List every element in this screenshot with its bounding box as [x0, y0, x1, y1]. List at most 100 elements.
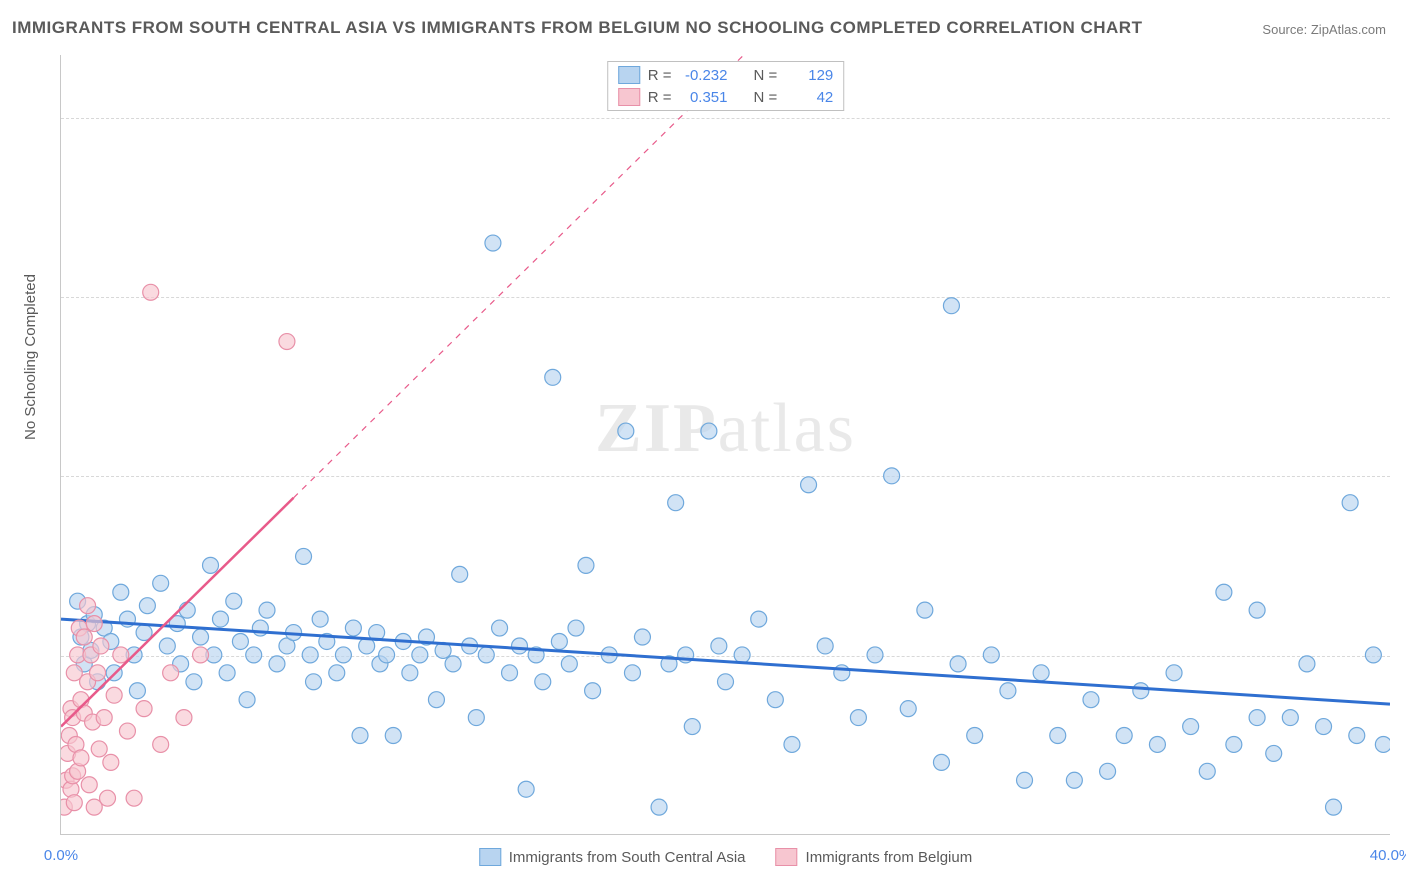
scatter-point — [312, 611, 328, 627]
scatter-point — [1282, 710, 1298, 726]
scatter-point — [186, 674, 202, 690]
scatter-point — [1050, 728, 1066, 744]
scatter-point — [618, 423, 634, 439]
scatter-point — [93, 638, 109, 654]
scatter-point — [718, 674, 734, 690]
scatter-point — [445, 656, 461, 672]
scatter-point — [1249, 602, 1265, 618]
trendline-extrapolated — [294, 55, 744, 498]
stat-n-label: N = — [754, 67, 778, 84]
scatter-point — [76, 629, 92, 645]
scatter-point — [193, 647, 209, 663]
scatter-point — [1375, 736, 1390, 752]
scatter-point — [91, 741, 107, 757]
scatter-point — [634, 629, 650, 645]
scatter-point — [684, 719, 700, 735]
legend-stat-row: R =0.351N =42 — [618, 88, 834, 106]
chart-title: IMMIGRANTS FROM SOUTH CENTRAL ASIA VS IM… — [12, 18, 1142, 38]
scatter-point — [119, 723, 135, 739]
scatter-point — [239, 692, 255, 708]
scatter-point — [1149, 736, 1165, 752]
source-value: ZipAtlas.com — [1311, 22, 1386, 37]
stat-n-value: 42 — [785, 89, 833, 106]
scatter-point — [139, 598, 155, 614]
xtick-label: 40.0% — [1370, 847, 1406, 864]
scatter-point — [113, 584, 129, 600]
scatter-point — [1183, 719, 1199, 735]
legend-swatch — [618, 66, 640, 84]
scatter-point — [100, 790, 116, 806]
scatter-point — [1365, 647, 1381, 663]
scatter-point — [492, 620, 508, 636]
scatter-point — [801, 477, 817, 493]
scatter-point — [269, 656, 285, 672]
scatter-point — [624, 665, 640, 681]
scatter-point — [226, 593, 242, 609]
scatter-point — [468, 710, 484, 726]
legend-stats-box: R =-0.232N =129R =0.351N =42 — [607, 61, 845, 111]
scatter-point — [153, 575, 169, 591]
source-label: Source: — [1262, 22, 1307, 37]
stat-r-value: 0.351 — [680, 89, 728, 106]
scatter-point — [585, 683, 601, 699]
scatter-point — [485, 235, 501, 251]
scatter-point — [219, 665, 235, 681]
scatter-point — [817, 638, 833, 654]
source-credit: Source: ZipAtlas.com — [1262, 22, 1386, 37]
scatter-point — [302, 647, 318, 663]
legend-item: Immigrants from South Central Asia — [479, 848, 746, 866]
scatter-point — [917, 602, 933, 618]
scatter-point — [143, 284, 159, 300]
scatter-point — [232, 633, 248, 649]
scatter-point — [193, 629, 209, 645]
scatter-point — [1066, 772, 1082, 788]
scatter-point — [345, 620, 361, 636]
scatter-point — [66, 795, 82, 811]
stat-n-label: N = — [754, 89, 778, 106]
scatter-point — [136, 701, 152, 717]
scatter-point — [73, 750, 89, 766]
scatter-point — [1100, 763, 1116, 779]
scatter-point — [950, 656, 966, 672]
scatter-point — [884, 468, 900, 484]
stat-n-value: 129 — [785, 67, 833, 84]
scatter-point — [428, 692, 444, 708]
scatter-point — [578, 557, 594, 573]
scatter-point — [784, 736, 800, 752]
scatter-point — [81, 777, 97, 793]
scatter-point — [1033, 665, 1049, 681]
scatter-point — [335, 647, 351, 663]
legend-swatch — [618, 88, 640, 106]
scatter-point — [129, 683, 145, 699]
scatter-point — [867, 647, 883, 663]
scatter-point — [1249, 710, 1265, 726]
scatter-point — [561, 656, 577, 672]
scatter-point — [1326, 799, 1342, 815]
scatter-point — [80, 598, 96, 614]
scatter-point — [385, 728, 401, 744]
plot-svg — [61, 55, 1390, 834]
scatter-point — [1083, 692, 1099, 708]
scatter-point — [153, 736, 169, 752]
scatter-point — [1017, 772, 1033, 788]
trendline — [61, 619, 1390, 704]
scatter-point — [1266, 745, 1282, 761]
scatter-point — [734, 647, 750, 663]
scatter-point — [478, 647, 494, 663]
scatter-point — [296, 548, 312, 564]
scatter-point — [551, 633, 567, 649]
legend-item: Immigrants from Belgium — [776, 848, 973, 866]
legend-label: Immigrants from Belgium — [806, 849, 973, 866]
scatter-point — [767, 692, 783, 708]
scatter-point — [1116, 728, 1132, 744]
scatter-point — [983, 647, 999, 663]
scatter-point — [943, 298, 959, 314]
scatter-point — [176, 710, 192, 726]
scatter-point — [967, 728, 983, 744]
scatter-point — [126, 790, 142, 806]
scatter-point — [329, 665, 345, 681]
scatter-point — [90, 665, 106, 681]
scatter-point — [1216, 584, 1232, 600]
scatter-point — [850, 710, 866, 726]
scatter-point — [933, 754, 949, 770]
